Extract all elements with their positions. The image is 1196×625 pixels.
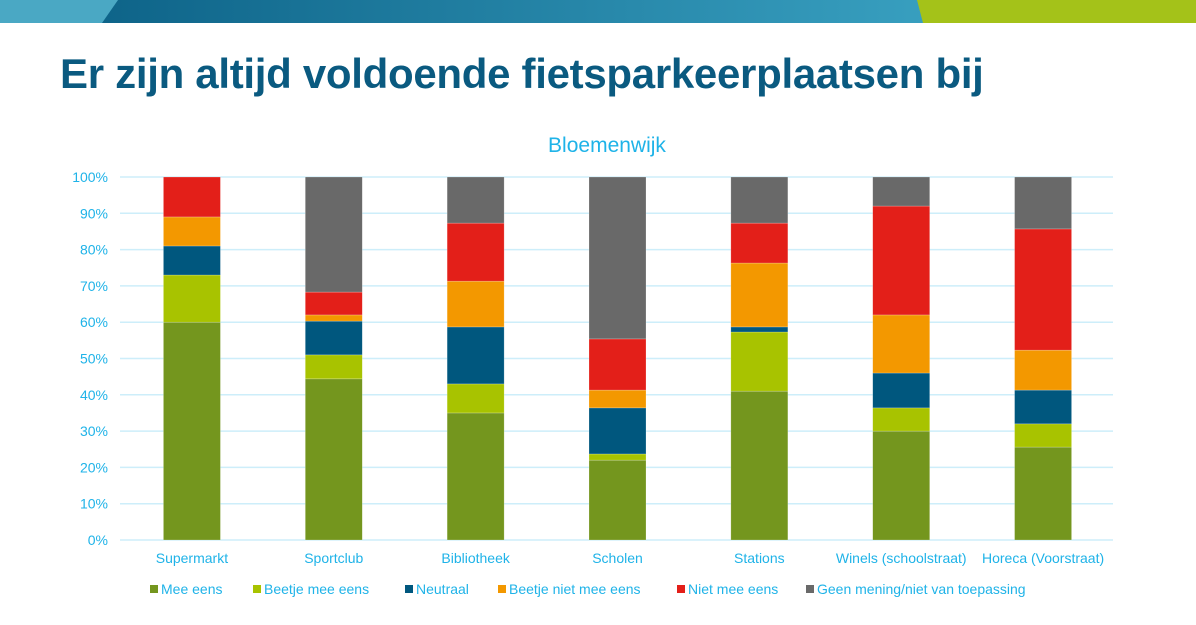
bar-segment [304, 291, 363, 316]
bar-segment [730, 390, 789, 541]
bar-segment [588, 389, 647, 409]
banner-gradient-segment [102, 0, 970, 23]
x-category-label: Winels (schoolstraat) [836, 550, 967, 566]
bar-segment [446, 412, 505, 541]
chart-title: Bloemenwijk [548, 134, 666, 157]
legend-label: Geen mening/niet van toepassing [817, 581, 1026, 597]
y-tick-label: 60% [80, 314, 108, 330]
legend-item: Beetje niet mee eens [498, 581, 641, 597]
legend-swatch [150, 585, 158, 593]
legend-label: Mee eens [161, 581, 222, 597]
legend-item: Neutraal [405, 581, 469, 597]
y-tick-label: 70% [80, 278, 108, 294]
bar-segment [446, 176, 505, 224]
bar-segment [872, 407, 931, 432]
bar-segment [872, 205, 931, 316]
slide-title: Er zijn altijd voldoende fietsparkeerpla… [60, 50, 984, 97]
bar-segment [446, 383, 505, 414]
legend-item: Mee eens [150, 581, 222, 597]
y-tick-label: 50% [80, 351, 108, 367]
bar-segment [588, 453, 647, 461]
y-axis-ticks: 0% 10% 20% 30% 40% 50% 60% 70% 80% 90% 100% [72, 169, 108, 548]
legend-label: Beetje niet mee eens [509, 581, 641, 597]
bar-segment [730, 326, 789, 333]
legend-item: Beetje mee eens [253, 581, 369, 597]
x-category-label: Horeca (Voorstraat) [982, 550, 1104, 566]
y-tick-label: 0% [88, 532, 108, 548]
bar-segment [872, 430, 931, 541]
bar-segment [872, 314, 931, 374]
header-banner [0, 0, 1196, 23]
legend-label: Beetje mee eens [264, 581, 369, 597]
bar-segment [1014, 446, 1072, 541]
bar-segment [872, 176, 931, 207]
x-category-label: Stations [734, 550, 785, 566]
bar-segment [304, 354, 363, 380]
bar-segment [1014, 389, 1072, 425]
bar-segment [163, 245, 221, 276]
bar-segment [1014, 176, 1072, 230]
bar-stack [1014, 176, 1072, 541]
legend-swatch [806, 585, 814, 593]
bar-segment [163, 216, 221, 247]
bar-segment [304, 176, 363, 293]
legend-item: Niet mee eens [677, 581, 778, 597]
bar-stack [163, 176, 221, 541]
bar-segment [446, 222, 505, 282]
bar-segment [304, 320, 363, 356]
bar-segment [304, 378, 363, 541]
bar-segment [163, 321, 221, 541]
bar-stack [446, 176, 505, 541]
legend-swatch [498, 585, 506, 593]
bar-segment [588, 176, 647, 340]
bar-segment [446, 280, 505, 328]
bar-stack [872, 176, 931, 541]
y-tick-label: 40% [80, 387, 108, 403]
bar-stack [730, 176, 789, 541]
legend-swatch [253, 585, 261, 593]
legend-swatch [405, 585, 413, 593]
bar-segment [588, 407, 647, 455]
legend-swatch [677, 585, 685, 593]
bar-segment [1014, 228, 1072, 351]
bar-segment [872, 372, 931, 409]
bar-segment [446, 326, 505, 385]
legend-label: Neutraal [416, 581, 469, 597]
x-axis-labels: Supermarkt Sportclub Bibliotheek Scholen Sta… [156, 550, 1104, 566]
bars [163, 176, 1072, 541]
bar-segment [1014, 349, 1072, 391]
bar-segment [1014, 423, 1072, 448]
banner-green-segment [917, 0, 1196, 23]
bar-stack [588, 176, 647, 541]
legend-item: Geen mening/niet van toepassing [806, 581, 1026, 597]
bar-segment [730, 176, 789, 224]
x-category-label: Sportclub [304, 550, 363, 566]
y-tick-label: 80% [80, 242, 108, 258]
x-category-label: Scholen [592, 550, 643, 566]
bar-segment [163, 274, 221, 323]
y-tick-label: 30% [80, 423, 108, 439]
bar-segment [163, 176, 221, 218]
bar-segment [730, 222, 789, 264]
y-tick-label: 10% [80, 496, 108, 512]
y-tick-label: 100% [72, 169, 108, 185]
bar-segment [730, 331, 789, 392]
bar-stack [304, 176, 363, 541]
bar-segment [730, 262, 789, 328]
bar-segment [588, 459, 647, 541]
bar-segment [588, 338, 647, 391]
bar-segment [304, 314, 363, 322]
y-tick-label: 90% [80, 205, 108, 221]
y-tick-label: 20% [80, 459, 108, 475]
x-category-label: Supermarkt [156, 550, 228, 566]
x-category-label: Bibliotheek [441, 550, 510, 566]
legend-label: Niet mee eens [688, 581, 778, 597]
legend: Mee eens Beetje mee eens Neutraal Beetje ni… [150, 581, 1026, 597]
